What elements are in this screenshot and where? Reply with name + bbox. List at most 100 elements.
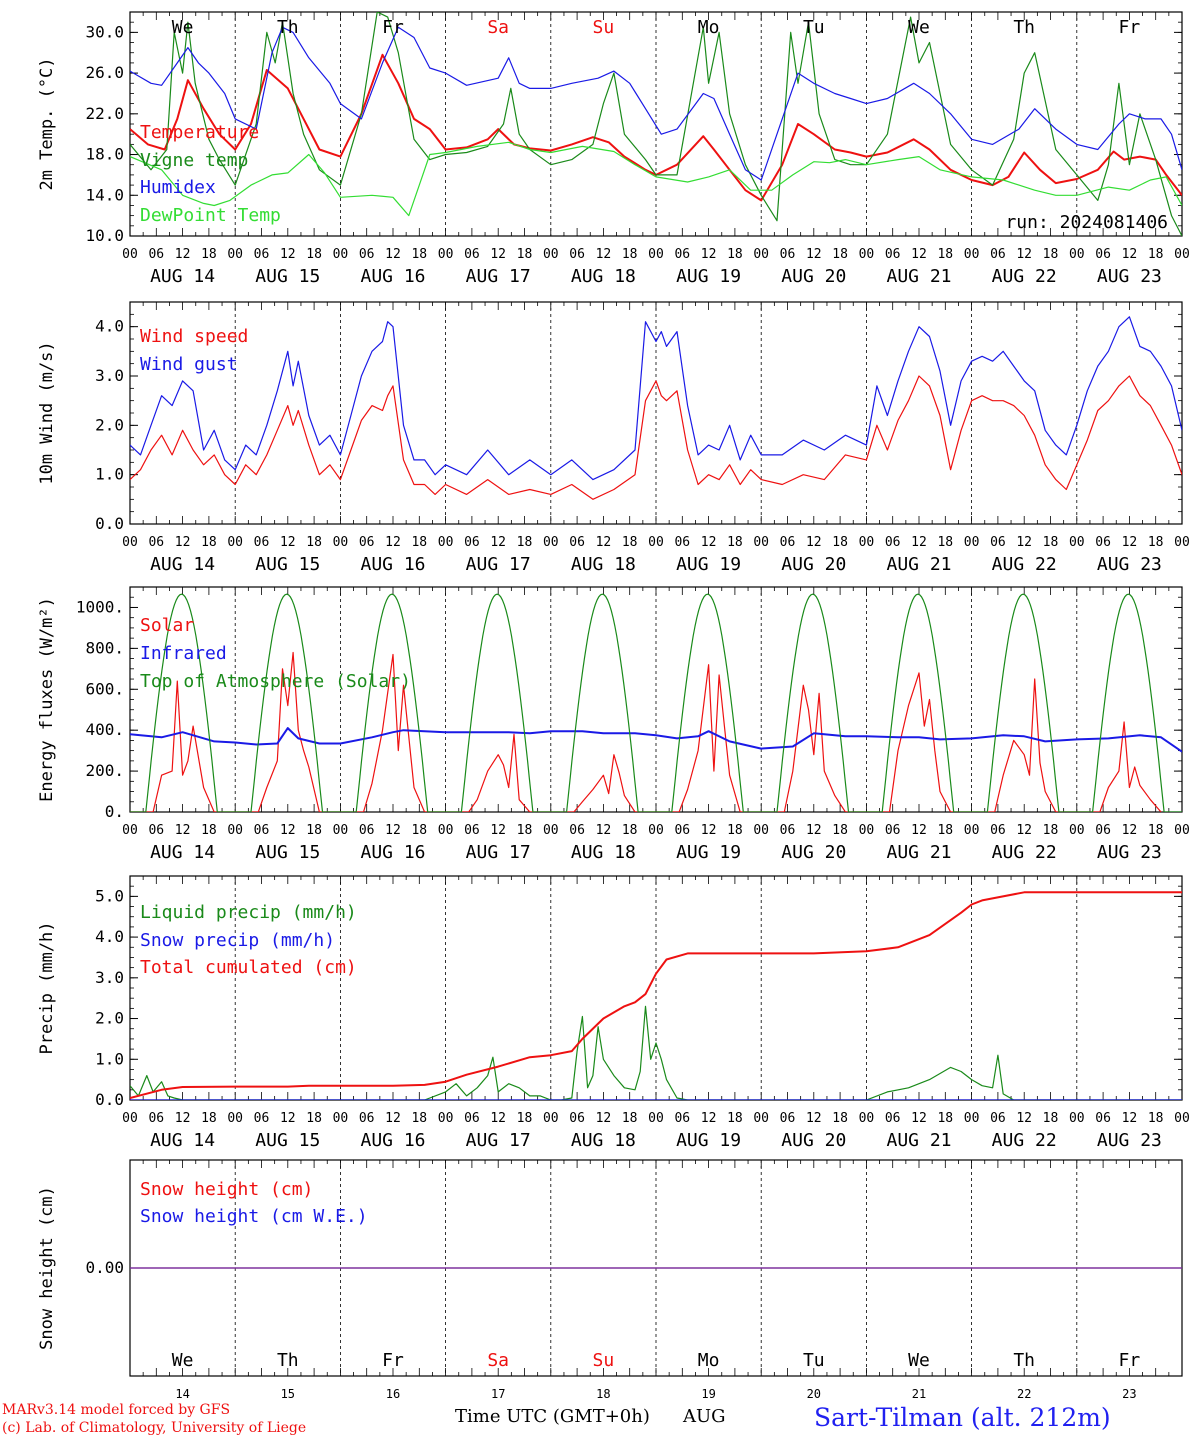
- x-hour-label: 12: [280, 535, 296, 550]
- x-hour-label: 00: [1069, 535, 1085, 550]
- x-hour-label: 12: [701, 823, 717, 838]
- month-label: AUG: [683, 1406, 726, 1427]
- x-date-label: AUG 16: [360, 1130, 425, 1151]
- x-date-label: AUG 23: [1097, 266, 1162, 287]
- plot-frame: [129, 11, 1183, 237]
- x-date-label: AUG 20: [781, 1130, 846, 1151]
- time-axis-label: Time UTC (GMT+0h): [455, 1406, 650, 1427]
- x-hour-label: 18: [832, 823, 848, 838]
- x-hour-label: 18: [1148, 535, 1164, 550]
- x-hour-label: 12: [1122, 1111, 1138, 1126]
- x-date-label: AUG 15: [255, 554, 320, 575]
- x-hour-label: 00: [333, 247, 349, 262]
- x-hour-label: 00: [1069, 1111, 1085, 1126]
- plot-frame: [129, 586, 1183, 813]
- legend-wind-speed: Wind speed: [140, 326, 248, 347]
- x-hour-label: 00: [438, 823, 454, 838]
- x-date-label: AUG 19: [676, 842, 741, 863]
- weekday-label-bottom: We: [908, 1350, 930, 1371]
- x-hour-label: 00: [438, 247, 454, 262]
- x-date-label: AUG 21: [886, 554, 951, 575]
- x-hour-label: 06: [254, 247, 270, 262]
- x-hour-label: 00: [1174, 1111, 1190, 1126]
- x-hour-label: 06: [464, 1111, 480, 1126]
- x-hour-label: 00: [543, 247, 559, 262]
- x-hour-label: 06: [885, 823, 901, 838]
- x-hour-label: 06: [1095, 823, 1111, 838]
- x-hour-label: 12: [1016, 823, 1032, 838]
- x-hour-label: 18: [1148, 1111, 1164, 1126]
- series-line-temperature: [130, 53, 1182, 202]
- x-hour-label: 06: [780, 1111, 796, 1126]
- x-date-label: AUG 17: [466, 266, 531, 287]
- x-hour-label: 12: [806, 1111, 822, 1126]
- x-date-label: AUG 23: [1097, 1130, 1162, 1151]
- y-tick-label: 0.0: [95, 514, 124, 533]
- x-hour-label: 18: [306, 823, 322, 838]
- y-tick-label: 3.0: [95, 366, 124, 385]
- legend-dewpoint-temp: DewPoint Temp: [140, 205, 281, 226]
- x-hour-label: 00: [753, 247, 769, 262]
- x-hour-label: 00: [648, 823, 664, 838]
- x-hour-label: 18: [622, 247, 638, 262]
- x-hour-label: 06: [674, 823, 690, 838]
- x-hour-label: 18: [306, 247, 322, 262]
- x-hour-label: 12: [806, 535, 822, 550]
- x-date-label: AUG 15: [255, 842, 320, 863]
- x-hour-label: 12: [175, 535, 191, 550]
- y-tick-label: 10.0: [85, 226, 124, 245]
- weekday-label-bottom: We: [172, 1350, 194, 1371]
- x-hour-label: 00: [438, 1111, 454, 1126]
- x-hour-label: 00: [753, 535, 769, 550]
- x-hour-label: 12: [911, 1111, 927, 1126]
- weekday-label-top: Mo: [698, 17, 720, 38]
- y-tick-label: 22.0: [85, 104, 124, 123]
- x-hour-label: 18: [727, 823, 743, 838]
- x-hour-label: 06: [148, 1111, 164, 1126]
- station-name: Sart-Tilman (alt. 212m): [814, 1403, 1111, 1432]
- model-credit: MARv3.14 model forced by GFS: [2, 1402, 231, 1418]
- y-tick-label: 200.: [85, 761, 124, 780]
- x-date-label: AUG 23: [1097, 554, 1162, 575]
- x-hour-label: 00: [438, 535, 454, 550]
- x-day-number: 20: [807, 1387, 821, 1401]
- x-hour-label: 00: [648, 247, 664, 262]
- x-hour-label: 18: [411, 535, 427, 550]
- x-hour-label: 12: [806, 247, 822, 262]
- x-hour-label: 12: [596, 247, 612, 262]
- y-tick-label: 600.: [85, 679, 124, 698]
- x-hour-label: 00: [122, 247, 138, 262]
- y-axis-label: Energy fluxes (W/m²): [37, 597, 57, 802]
- lab-credit: (c) Lab. of Climatology, University of L…: [2, 1420, 307, 1436]
- x-hour-label: 06: [569, 1111, 585, 1126]
- x-hour-label: 06: [1095, 247, 1111, 262]
- x-hour-label: 06: [254, 823, 270, 838]
- x-date-label: AUG 19: [676, 1130, 741, 1151]
- x-date-label: AUG 16: [360, 266, 425, 287]
- x-day-number: 17: [491, 1387, 505, 1401]
- x-hour-label: 18: [1043, 535, 1059, 550]
- weekday-label-bottom: Th: [277, 1350, 299, 1371]
- panel-2: 0.0 1.0 2.0 3.0 4.0 10m Wind (m/s) Wind speed W…: [37, 301, 1190, 575]
- x-hour-label: 12: [385, 535, 401, 550]
- x-date-label: AUG 17: [466, 554, 531, 575]
- x-date-label: AUG 14: [150, 554, 215, 575]
- x-hour-label: 06: [148, 823, 164, 838]
- y-tick-label: 0.: [105, 802, 124, 821]
- y-tick-label: 3.0: [95, 968, 124, 987]
- weekday-label-bottom: Su: [593, 1350, 615, 1371]
- x-hour-label: 06: [780, 247, 796, 262]
- x-day-number: 23: [1122, 1387, 1136, 1401]
- weekday-label-bottom: Fr: [1119, 1350, 1141, 1371]
- x-hour-label: 06: [359, 535, 375, 550]
- x-hour-label: 18: [1043, 823, 1059, 838]
- series-group: [130, 316, 1182, 500]
- x-date-label: AUG 18: [571, 266, 636, 287]
- x-day-number: 18: [596, 1387, 610, 1401]
- x-hour-label: 06: [885, 247, 901, 262]
- legend-liquid-precip-mm-h-: Liquid precip (mm/h): [140, 902, 357, 923]
- series-line-total-cumulated-cm-: [130, 891, 1182, 1099]
- x-hour-label: 06: [1095, 535, 1111, 550]
- x-hour-label: 12: [596, 1111, 612, 1126]
- x-day-number: 22: [1017, 1387, 1031, 1401]
